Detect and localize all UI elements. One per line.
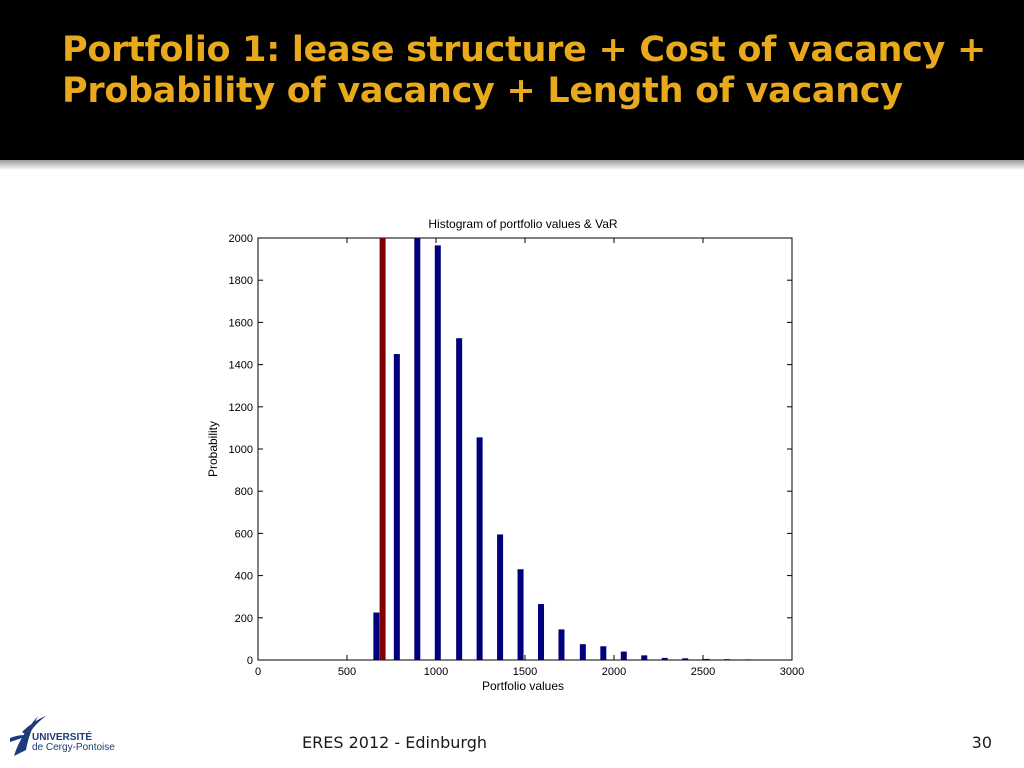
y-tick-label: 0: [247, 655, 253, 667]
histogram-bars: [373, 238, 771, 660]
histogram-bar: [579, 644, 586, 660]
title-bar: Portfolio 1: lease structure + Cost of v…: [0, 0, 1024, 170]
histogram-bar: [620, 651, 627, 660]
logo-line-1: UNIVERSITÉ: [32, 732, 93, 743]
histogram-bar: [703, 658, 710, 660]
histogram-bar: [724, 659, 731, 660]
y-tick-label: 1600: [229, 317, 253, 329]
logo-line-2: de Cergy-Pontoise: [32, 742, 115, 753]
x-tick-label: 2000: [602, 666, 626, 678]
histogram-bar: [497, 534, 504, 660]
y-tick-label: 400: [235, 571, 253, 583]
slide-title: Portfolio 1: lease structure + Cost of v…: [62, 30, 986, 111]
x-tick-label: 0: [255, 666, 261, 678]
histogram-bar: [661, 657, 668, 660]
histogram-chart: Histogram of portfolio values & VaR 0 200…: [206, 217, 804, 693]
y-tick-label: 1200: [229, 402, 253, 414]
university-logo: UNIVERSITÉ de Cergy-Pontoise: [8, 698, 138, 764]
histogram-bar: [517, 569, 524, 660]
page-number: 30: [971, 733, 992, 752]
histogram-bar: [456, 338, 463, 660]
footer-text: ERES 2012 - Edinburgh: [302, 733, 487, 752]
y-tick-label: 2000: [229, 233, 253, 245]
histogram-bar: [476, 437, 483, 660]
y-axis-ticks: 0 200 400 600 800 1000 1200 1400 1600 1800 2000: [229, 233, 792, 667]
histogram-bar: [558, 629, 565, 660]
histogram-bar: [393, 354, 400, 660]
histogram-bar: [744, 659, 751, 660]
histogram-bar: [682, 658, 689, 660]
x-axis-label: Portfolio values: [482, 679, 564, 693]
plot-area: [257, 237, 793, 661]
x-axis-ticks: 0 500 1000 1500 2000 2500 3000: [255, 238, 804, 678]
histogram-bar: [538, 604, 545, 660]
histogram-bar: [434, 245, 441, 660]
x-tick-label: 1500: [513, 666, 537, 678]
x-tick-label: 2500: [691, 666, 715, 678]
chart-title: Histogram of portfolio values & VaR: [428, 217, 618, 231]
histogram-bar: [373, 612, 380, 660]
y-tick-label: 800: [235, 486, 253, 498]
y-tick-label: 600: [235, 528, 253, 540]
y-tick-label: 200: [235, 613, 253, 625]
x-tick-label: 3000: [780, 666, 804, 678]
var-bar: [379, 238, 386, 660]
y-axis-label: Probability: [206, 421, 220, 477]
y-tick-label: 1000: [229, 444, 253, 456]
x-tick-label: 1000: [424, 666, 448, 678]
x-tick-label: 500: [338, 666, 356, 678]
histogram-bar: [414, 238, 421, 660]
stylized-bird-logo-icon: [10, 716, 46, 756]
histogram-bar: [641, 655, 648, 660]
histogram-bar: [600, 646, 607, 660]
y-tick-label: 1800: [229, 275, 253, 287]
y-tick-label: 1400: [229, 360, 253, 372]
